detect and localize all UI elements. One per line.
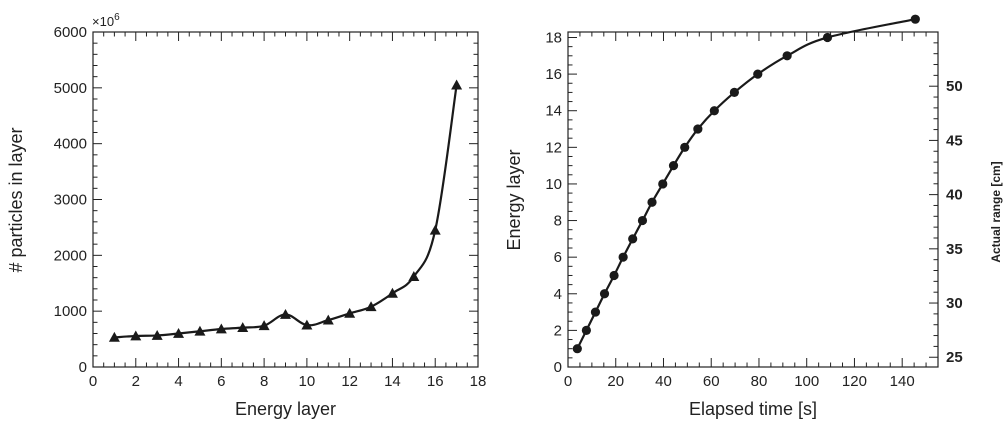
chart-energy-vs-time: 0 20 40 60 80 100 120 140 0 2 4 6 8 10 12 14 16 18 25 30 3… bbox=[504, 14, 1003, 419]
y-tick-label-left: 4000 bbox=[54, 136, 87, 153]
y2-tick-label-right: 30 bbox=[946, 295, 963, 312]
y2-tick-label-right: 25 bbox=[946, 349, 963, 366]
data-point-triangle bbox=[408, 271, 420, 281]
x-tick-label-right: 0 bbox=[564, 373, 572, 390]
tick-marks-right bbox=[567, 32, 939, 368]
data-point-circle bbox=[910, 14, 920, 24]
data-point-circle bbox=[680, 142, 690, 152]
data-point-triangle bbox=[173, 328, 185, 338]
x-tick-label-right: 60 bbox=[703, 373, 720, 390]
x-tick-label-left: 18 bbox=[470, 373, 487, 390]
y-tick-labels-left: 0 1000 2000 3000 4000 5000 6000 bbox=[54, 24, 87, 376]
data-point-triangle bbox=[386, 287, 398, 298]
data-point-circle bbox=[618, 252, 628, 262]
data-point-triangle bbox=[322, 314, 334, 325]
x-tick-label-right: 80 bbox=[751, 373, 768, 390]
data-point-circle bbox=[628, 234, 638, 244]
x-tick-label-left: 2 bbox=[132, 373, 140, 390]
series-markers-right bbox=[572, 14, 920, 354]
x-tick-label-right: 100 bbox=[794, 373, 819, 390]
y2-tick-label-right: 50 bbox=[946, 78, 963, 95]
data-point-circle bbox=[782, 51, 792, 61]
series-line-left bbox=[114, 84, 458, 339]
data-point-triangle bbox=[108, 331, 120, 342]
data-point-circle bbox=[581, 325, 591, 335]
y2-tick-label-right: 45 bbox=[946, 132, 963, 149]
data-point-triangle bbox=[365, 301, 377, 312]
y-tick-label-left: 1000 bbox=[54, 303, 87, 320]
y-axis-title-left: # particles in layer bbox=[6, 127, 26, 272]
y-tick-labels-right: 0 2 4 6 8 10 12 14 16 18 bbox=[545, 29, 562, 376]
x-axis-title-left: Energy layer bbox=[235, 399, 336, 419]
data-point-triangle bbox=[194, 325, 206, 336]
data-point-triangle bbox=[130, 330, 142, 341]
y2-axis-title-right: Actual range [cm] bbox=[989, 161, 1003, 262]
x-tick-label-right: 120 bbox=[842, 373, 867, 390]
plot-frame-right bbox=[567, 31, 939, 368]
y-tick-label-right: 18 bbox=[545, 29, 562, 46]
data-point-circle bbox=[590, 307, 601, 317]
data-point-circle bbox=[709, 106, 719, 116]
data-point-circle bbox=[572, 344, 582, 354]
y-tick-label-right: 10 bbox=[545, 176, 562, 193]
data-point-triangle bbox=[451, 79, 463, 90]
data-point-circle bbox=[658, 179, 668, 189]
x-tick-label-left: 4 bbox=[174, 373, 182, 390]
series-line-right bbox=[576, 18, 916, 350]
data-point-triangle bbox=[215, 323, 227, 334]
x-tick-label-left: 8 bbox=[260, 373, 268, 390]
x-tick-label-left: 6 bbox=[217, 373, 225, 390]
data-point-triangle bbox=[258, 320, 270, 331]
y-tick-label-left: 3000 bbox=[54, 192, 87, 209]
tick-marks-left bbox=[92, 31, 479, 368]
data-point-triangle bbox=[151, 329, 163, 340]
x-axis-title-right: Elapsed time [s] bbox=[689, 399, 817, 419]
data-point-triangle bbox=[237, 322, 249, 333]
x-tick-label-right: 20 bbox=[607, 373, 624, 390]
y-tick-label-right: 12 bbox=[545, 139, 562, 156]
y-tick-label-right: 2 bbox=[554, 322, 562, 339]
x-tick-label-left: 12 bbox=[341, 373, 358, 390]
y-multiplier-left: ×106 bbox=[92, 12, 120, 29]
data-point-circle bbox=[822, 32, 833, 43]
x-tick-label-right: 40 bbox=[655, 373, 672, 390]
data-point-triangle bbox=[429, 224, 441, 235]
data-point-triangle bbox=[280, 309, 291, 319]
y-tick-label-left: 5000 bbox=[54, 80, 87, 97]
x-tick-label-left: 10 bbox=[299, 373, 316, 390]
data-point-circle bbox=[668, 161, 679, 171]
chart-particles-per-layer: 0 2 4 6 8 10 12 14 16 18 0 1000 2000 3000 4000 5000 600… bbox=[6, 12, 486, 419]
y2-tick-label-right: 40 bbox=[946, 187, 963, 204]
y2-tick-label-right: 35 bbox=[946, 241, 963, 258]
data-point-circle bbox=[647, 197, 657, 207]
data-point-triangle bbox=[344, 307, 356, 318]
series-markers-left bbox=[108, 79, 463, 342]
data-point-circle bbox=[599, 289, 610, 299]
x-tick-labels-right: 0 20 40 60 80 100 120 140 bbox=[564, 373, 915, 390]
x-tick-label-right: 140 bbox=[890, 373, 915, 390]
y-tick-label-right: 14 bbox=[545, 103, 562, 120]
y-axis-title-right: Energy layer bbox=[504, 149, 524, 250]
data-point-triangle bbox=[301, 319, 313, 330]
x-tick-label-left: 14 bbox=[384, 373, 401, 390]
data-point-circle bbox=[609, 270, 619, 281]
y-tick-label-left: 6000 bbox=[54, 24, 87, 41]
x-tick-labels-left: 0 2 4 6 8 10 12 14 16 18 bbox=[89, 373, 487, 390]
y-tick-label-right: 6 bbox=[554, 249, 562, 266]
x-tick-label-left: 0 bbox=[89, 373, 97, 390]
data-point-circle bbox=[753, 69, 763, 79]
y-tick-label-right: 8 bbox=[554, 213, 562, 230]
y-tick-label-left: 0 bbox=[79, 359, 87, 376]
y-tick-label-right: 4 bbox=[554, 286, 562, 303]
data-point-circle bbox=[729, 87, 739, 98]
x-tick-label-left: 16 bbox=[427, 373, 444, 390]
y-tick-label-right: 0 bbox=[554, 359, 562, 376]
y-tick-label-left: 2000 bbox=[54, 247, 87, 264]
data-point-circle bbox=[693, 124, 703, 134]
y2-tick-labels-right: 25 30 35 40 45 50 bbox=[946, 78, 963, 366]
data-point-circle bbox=[637, 215, 648, 226]
y-tick-label-right: 16 bbox=[545, 66, 562, 83]
